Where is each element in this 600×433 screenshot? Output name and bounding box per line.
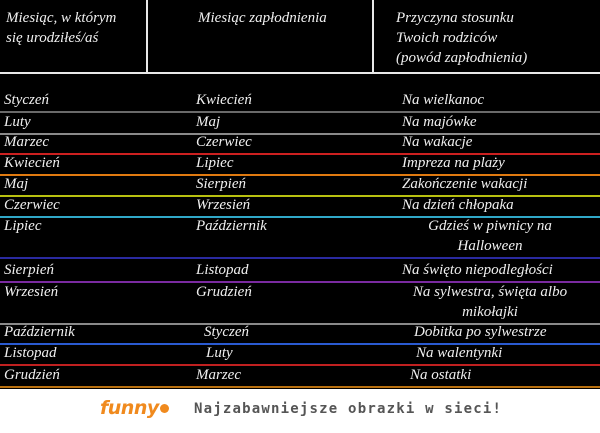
birth-month-cell: Listopad: [4, 345, 57, 361]
birth-month-cell: Styczeń: [4, 92, 49, 108]
funny-logo: funny: [100, 397, 182, 427]
birth-month-cell: Październik: [4, 324, 75, 340]
reason-cell: Zakończenie wakacji: [402, 176, 528, 192]
row-separator: [0, 343, 600, 345]
row-separator: [0, 133, 600, 135]
birth-month-cell: Kwiecień: [4, 155, 60, 171]
header-birth-month: Miesiąc, w którym się urodziłeś/aś: [6, 10, 117, 46]
birth-month-cell: Sierpień: [4, 262, 54, 278]
row-separator: [0, 323, 600, 325]
row-separator: [0, 195, 600, 197]
conception-month-cell: Sierpień: [196, 176, 246, 192]
conception-month-cell: Kwiecień: [196, 92, 252, 108]
birth-month-cell: Grudzień: [4, 367, 60, 383]
reason-cell: Dobitka po sylwestrze: [414, 324, 547, 340]
month-table: Miesiąc, w którym się urodziłeś/aś Miesi…: [0, 0, 600, 389]
header-conception-month: Miesiąc zapłodnienia: [198, 10, 327, 26]
conception-month-cell: Czerwiec: [196, 134, 252, 150]
logo-dot-icon: [159, 404, 169, 413]
row-separator: [0, 216, 600, 218]
reason-cell: Na dzień chłopaka: [402, 197, 514, 213]
reason-cell: Na walentynki: [416, 345, 503, 361]
conception-month-cell: Styczeń: [204, 324, 249, 340]
conception-month-cell: Luty: [206, 345, 233, 361]
conception-month-cell: Maj: [196, 114, 221, 130]
row-separator: [0, 111, 600, 113]
column-divider: [372, 0, 374, 72]
conception-month-cell: Listopad: [196, 262, 249, 278]
conception-month-cell: Lipiec: [196, 155, 234, 171]
conception-month-cell: Marzec: [196, 367, 241, 383]
reason-cell: Na wakacje: [402, 134, 473, 150]
birth-month-cell: Maj: [4, 176, 29, 192]
header-divider: [0, 72, 600, 74]
footer-bar: funny Najzabawniejsze obrazki w sieci!: [0, 389, 600, 433]
conception-month-cell: Grudzień: [196, 284, 252, 300]
row-separator: [0, 174, 600, 176]
birth-month-cell: Marzec: [4, 134, 49, 150]
birth-month-cell: Lipiec: [4, 218, 42, 234]
reason-cell: Na majówke: [402, 114, 477, 130]
row-separator: [0, 153, 600, 155]
birth-month-cell: Luty: [4, 114, 31, 130]
reason-cell: Na ostatki: [410, 367, 472, 383]
reason-cell: Na święto niepodległości: [402, 262, 553, 278]
reason-cell: Na wielkanoc: [402, 92, 485, 108]
footer-tagline: Najzabawniejsze obrazki w sieci!: [194, 401, 503, 417]
reason-cell: Na sylwestra, święta albo mikołajki: [412, 284, 568, 320]
row-separator: [0, 386, 600, 388]
column-divider: [146, 0, 148, 72]
row-separator: [0, 257, 600, 259]
reason-cell: Impreza na plaży: [402, 155, 505, 171]
conception-month-cell: Październik: [196, 218, 267, 234]
row-separator: [0, 281, 600, 283]
reason-cell: Gdzieś w piwnicy na Halloween: [428, 218, 552, 254]
conception-month-cell: Wrzesień: [196, 197, 251, 213]
header-reason: Przyczyna stosunku Twoich rodziców (powó…: [396, 10, 528, 66]
row-separator: [0, 364, 600, 366]
birth-month-cell: Czerwiec: [4, 197, 60, 213]
birth-month-cell: Wrzesień: [4, 284, 59, 300]
logo-text: funny: [100, 397, 159, 419]
